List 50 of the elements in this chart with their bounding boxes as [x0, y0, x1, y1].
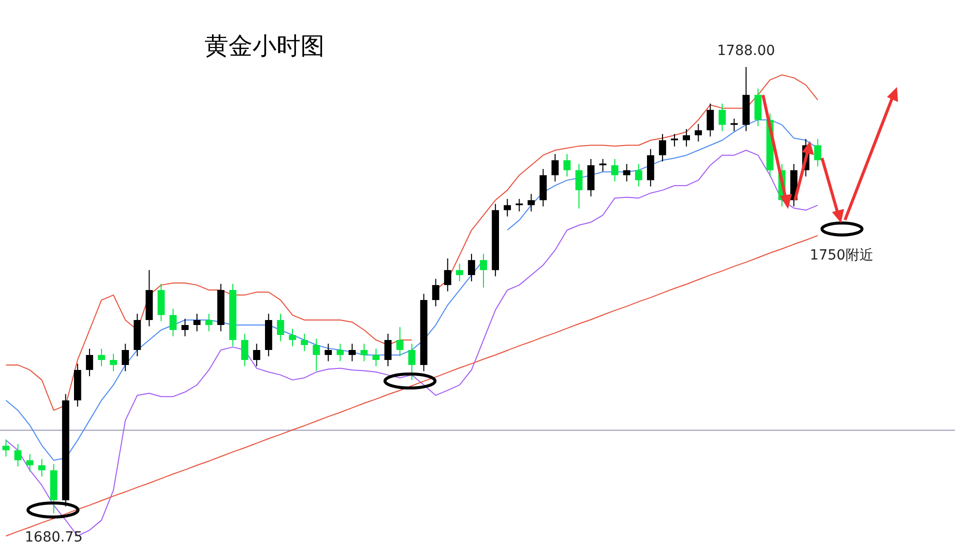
candlestick	[372, 348, 380, 367]
candlestick	[575, 163, 583, 209]
candlestick	[324, 343, 332, 362]
candlestick	[288, 328, 296, 347]
candlestick	[552, 153, 559, 182]
candlestick	[444, 258, 452, 292]
candlestick	[432, 278, 440, 307]
candlestick	[193, 313, 201, 332]
candlestick	[86, 348, 94, 377]
candlestick	[122, 343, 129, 372]
candlestick	[384, 333, 392, 367]
candlestick	[26, 454, 34, 472]
candlestick	[348, 343, 356, 362]
candlestick	[241, 333, 248, 367]
candlestick	[2, 438, 10, 458]
candlestick	[611, 158, 618, 182]
candlestick	[396, 326, 404, 357]
candlestick	[300, 333, 308, 352]
candlestick	[730, 118, 738, 132]
candlestick	[563, 153, 571, 177]
candlestick	[181, 318, 189, 337]
annotation: 1680.75	[24, 529, 83, 546]
candlestick	[814, 138, 822, 167]
candlestick	[468, 253, 476, 282]
annotation: 1750附近	[810, 248, 874, 264]
candlestick	[635, 163, 642, 187]
candlestick	[456, 263, 464, 282]
candlestick	[516, 198, 523, 212]
candlestick	[682, 128, 690, 147]
candlestick	[706, 103, 714, 137]
candlestick	[480, 253, 488, 288]
candlestick	[658, 134, 666, 162]
candlestick	[336, 343, 344, 362]
candlestick	[98, 348, 106, 367]
candlestick	[205, 313, 212, 332]
candlestick	[110, 353, 117, 372]
candlestick	[504, 198, 511, 217]
candlestick	[623, 163, 630, 182]
candlestick	[38, 458, 46, 477]
candlestick	[360, 343, 368, 362]
annotation: 1788.00	[717, 43, 776, 59]
candlestick	[276, 313, 284, 342]
candlestick	[408, 343, 416, 380]
candlestick	[312, 338, 320, 372]
candlestick	[718, 103, 726, 132]
chart-title: 黄金小时图	[204, 32, 324, 60]
candlestick	[253, 343, 260, 367]
candlestick	[14, 444, 22, 468]
candlestick	[170, 308, 177, 337]
candlestick	[528, 193, 535, 212]
